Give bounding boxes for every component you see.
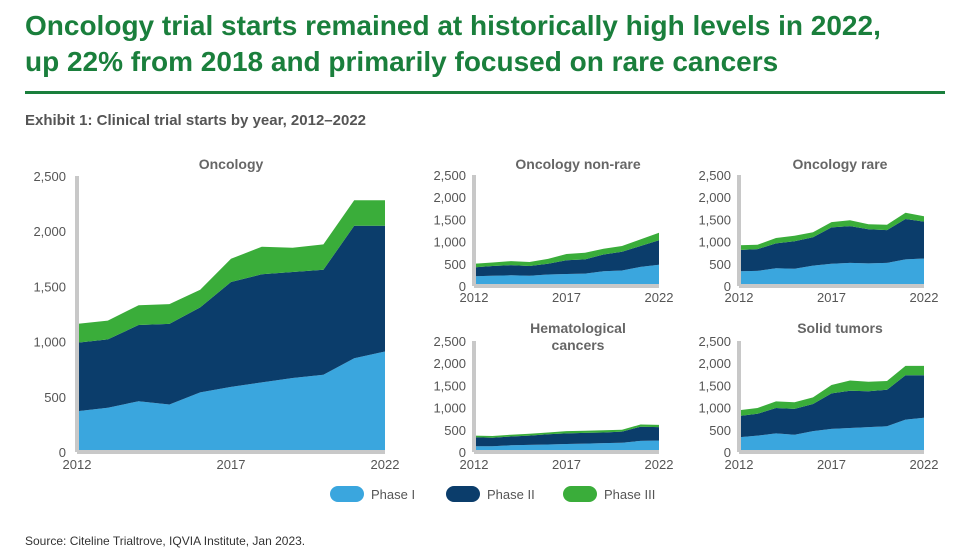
y-tick-label: 2,500 (698, 168, 731, 183)
y-tick-label: 2,500 (698, 334, 731, 349)
y-tick-label: 1,000 (698, 401, 731, 416)
x-tick-label: 2022 (910, 290, 939, 305)
y-tick-label: 500 (444, 423, 466, 438)
area-phase-ii (77, 225, 385, 412)
area-phase-i (739, 417, 924, 452)
y-tick-label: 2,000 (33, 224, 66, 239)
legend: Phase I Phase II Phase III (330, 486, 655, 502)
legend-label-phase-i: Phase I (371, 487, 415, 502)
x-tick-label: 2017 (217, 457, 246, 472)
x-tick-label: 2022 (371, 457, 400, 472)
chart-panel-3: Oncology rare 0 500 1,000 1,500 2,000 2,500 201… (698, 156, 938, 305)
panel-title: Oncology (199, 156, 264, 172)
y-tick-label: 500 (709, 423, 731, 438)
y-tick-label: 1,000 (433, 401, 466, 416)
y-tick-label: 500 (44, 390, 66, 405)
x-tick-label: 2017 (552, 290, 581, 305)
y-tick-label: 0 (724, 279, 731, 294)
title-divider (25, 91, 945, 94)
chart-panel-2: Oncology non-rare 0 500 1,000 1,500 2,000 2,50… (433, 156, 673, 305)
area-phase-ii (739, 375, 924, 438)
area-phase-iii (474, 424, 659, 438)
area-phase-i (77, 351, 385, 452)
legend-label-phase-iii: Phase III (604, 487, 655, 502)
x-tick-label: 2022 (910, 457, 939, 472)
y-tick-label: 0 (459, 445, 466, 460)
area-phase-iii (77, 200, 385, 343)
x-tick-label: 2022 (645, 457, 674, 472)
exhibit-caption: Exhibit 1: Clinical trial starts by year… (25, 112, 367, 129)
y-tick-label: 2,500 (433, 168, 466, 183)
y-tick-label: 500 (709, 257, 731, 272)
y-tick-label: 0 (459, 279, 466, 294)
area-phase-ii (474, 426, 659, 447)
x-tick-label: 2012 (725, 457, 754, 472)
area-phase-i (739, 258, 924, 286)
y-tick-label: 1,000 (433, 235, 466, 250)
x-tick-label: 2017 (817, 290, 846, 305)
y-tick-label: 1,500 (433, 212, 466, 227)
y-tick-label: 2,000 (698, 190, 731, 205)
x-tick-label: 2017 (552, 457, 581, 472)
x-tick-label: 2012 (460, 457, 489, 472)
page-title: Oncology trial starts remained at histor… (25, 8, 955, 80)
y-tick-label: 1,000 (698, 235, 731, 250)
panel-title: cancers (552, 337, 605, 353)
y-tick-label: 0 (59, 445, 66, 460)
area-phase-i (474, 440, 659, 452)
x-tick-label: 2017 (817, 457, 846, 472)
panel-title: Solid tumors (797, 320, 883, 336)
legend-label-phase-ii: Phase II (487, 487, 535, 502)
x-tick-label: 2012 (460, 290, 489, 305)
y-tick-label: 2,000 (433, 190, 466, 205)
y-tick-label: 2,000 (698, 356, 731, 371)
chart-panel-1: Oncology 0 500 1,000 1,500 2,000 2,500 2012 2017… (33, 156, 399, 472)
x-tick-label: 2022 (645, 290, 674, 305)
legend-swatch-phase-ii (446, 486, 480, 502)
x-tick-label: 2012 (725, 290, 754, 305)
title-line-1: Oncology trial starts remained at histor… (25, 10, 881, 41)
chart-panel-5: Solid tumors 0 500 1,000 1,500 2,000 2,500 2012… (698, 320, 938, 472)
y-tick-label: 2,000 (433, 356, 466, 371)
legend-swatch-phase-i (330, 486, 364, 502)
area-phase-ii (474, 240, 659, 277)
y-tick-label: 1,500 (698, 378, 731, 393)
y-tick-label: 1,000 (33, 335, 66, 350)
panel-title: Hematological (530, 320, 626, 336)
y-tick-label: 1,500 (698, 212, 731, 227)
legend-swatch-phase-iii (563, 486, 597, 502)
panel-title: Oncology rare (793, 156, 888, 172)
y-tick-label: 0 (724, 445, 731, 460)
area-phase-iii (739, 365, 924, 416)
source-note: Source: Citeline Trialtrove, IQVIA Insti… (25, 534, 306, 548)
y-tick-label: 500 (444, 257, 466, 272)
area-phase-iii (739, 212, 924, 250)
y-tick-label: 1,500 (33, 279, 66, 294)
area-phase-i (474, 264, 659, 286)
panel-title: Oncology non-rare (515, 156, 640, 172)
area-phase-ii (739, 219, 924, 272)
y-tick-label: 1,500 (433, 378, 466, 393)
y-tick-label: 2,500 (433, 334, 466, 349)
title-line-2: up 22% from 2018 and primarily focused o… (25, 46, 779, 77)
y-tick-label: 2,500 (33, 169, 66, 184)
area-phase-iii (474, 232, 659, 268)
x-tick-label: 2012 (63, 457, 92, 472)
